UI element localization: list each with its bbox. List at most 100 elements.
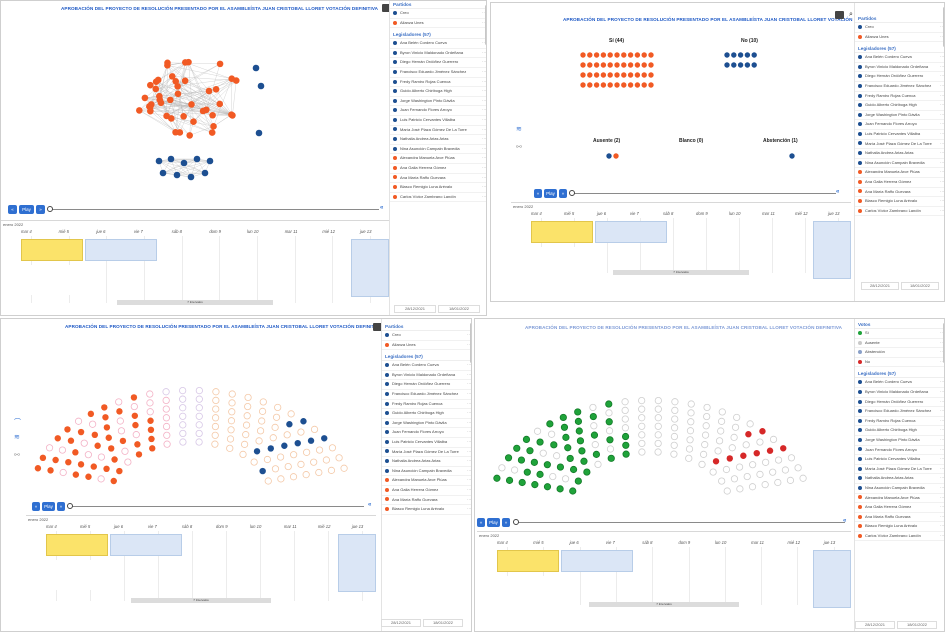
- timeline-event[interactable]: [513, 247, 593, 277]
- hemicycle-seat[interactable]: [179, 404, 187, 412]
- hemicycle-seat[interactable]: [654, 431, 662, 439]
- sidebar-list-item[interactable]: Ana Galia Herrera Gómez ⋯: [390, 164, 486, 174]
- more-icon[interactable]: ⋯: [940, 73, 944, 79]
- download-icon[interactable]: [382, 4, 391, 12]
- hemicycle-seat[interactable]: [717, 417, 726, 425]
- more-icon[interactable]: ⋯: [940, 379, 944, 385]
- sidebar-list-item[interactable]: Guido Alberto Chiriboga High ⋯: [855, 101, 944, 111]
- hemicycle-seat[interactable]: [728, 444, 736, 452]
- sidebar-list-item[interactable]: Blasco Remigio Luna Arévalo ⋯: [855, 197, 944, 207]
- hemicycle-seat[interactable]: [179, 438, 187, 446]
- hemicycle-seat[interactable]: [575, 427, 583, 435]
- range-end[interactable]: 18/01/2022: [901, 282, 939, 290]
- hemicycle-seat[interactable]: [277, 475, 285, 483]
- hemicycle-seat[interactable]: [742, 441, 750, 449]
- hemicycle-seat[interactable]: [259, 467, 266, 475]
- hemicycle-seat[interactable]: [228, 408, 236, 416]
- more-icon[interactable]: ⋯: [467, 458, 471, 464]
- timeline-event-selected[interactable]: [497, 550, 559, 572]
- hemicycle-seat[interactable]: [574, 477, 582, 485]
- hemicycle-seat[interactable]: [340, 464, 348, 472]
- vote-si-node[interactable]: [621, 72, 627, 78]
- more-icon[interactable]: ⋯: [482, 40, 486, 46]
- vote-si-node[interactable]: [600, 72, 607, 78]
- hemicycle-seat[interactable]: [701, 441, 709, 449]
- hemicycle-seat[interactable]: [135, 451, 143, 458]
- hemicycle-seat[interactable]: [687, 409, 695, 417]
- hemicycle-seat[interactable]: [239, 450, 247, 458]
- hemicycle-seat[interactable]: [621, 406, 629, 415]
- sidebar-list-item[interactable]: Abstención ⋯: [855, 348, 944, 358]
- hemicycle-seat[interactable]: [117, 427, 126, 435]
- sidebar-list-item[interactable]: Guido Alberto Chiriboga High ⋯: [390, 87, 486, 97]
- vote-si-node[interactable]: [648, 62, 654, 68]
- hemicycle-seat[interactable]: [250, 458, 258, 466]
- hemicycle-seat[interactable]: [730, 475, 739, 483]
- hemicycle-seat[interactable]: [101, 404, 108, 411]
- more-icon[interactable]: ⋯: [467, 390, 471, 396]
- sidebar-list-item[interactable]: Blasco Remigio Luna Arévalo ⋯: [390, 183, 486, 193]
- more-icon[interactable]: ⋯: [467, 477, 471, 483]
- range-start[interactable]: 28/12/2021: [855, 621, 895, 629]
- hemicycle-seat[interactable]: [654, 439, 662, 448]
- group-tool-icon[interactable]: ⚯: [14, 452, 20, 459]
- hemicycle-seat[interactable]: [605, 400, 613, 408]
- hemicycle-seat[interactable]: [546, 420, 554, 428]
- hemicycle-seat[interactable]: [774, 478, 782, 487]
- legislator-node[interactable]: [141, 94, 149, 102]
- hemicycle-seat[interactable]: [621, 398, 629, 406]
- more-icon[interactable]: ⋯: [467, 429, 471, 435]
- sidebar-list-item[interactable]: Blasco Remigio Luna Arévalo ⋯: [855, 522, 944, 532]
- hemicycle-seat[interactable]: [562, 433, 570, 441]
- hemicycle-seat[interactable]: [685, 445, 694, 453]
- more-icon[interactable]: ⋯: [482, 126, 486, 132]
- hemicycle-seat[interactable]: [243, 412, 251, 420]
- sidebar-list-item[interactable]: Carlos Víctor Zambrano Landín ⋯: [855, 532, 944, 542]
- legislator-node[interactable]: [205, 87, 213, 95]
- legislator-node[interactable]: [154, 76, 162, 84]
- sidebar-list-item[interactable]: Jorge Washington Pinto Dávila ⋯: [390, 97, 486, 107]
- sidebar-list-item[interactable]: Diego Hernán Ordóñez Guerrero ⋯: [390, 58, 486, 68]
- next-button[interactable]: »: [502, 518, 510, 527]
- hemicycle-seat[interactable]: [638, 414, 646, 422]
- hemicycle-seat[interactable]: [513, 444, 521, 452]
- range-end[interactable]: 18/01/2022: [438, 305, 480, 313]
- legislator-node[interactable]: [216, 100, 224, 108]
- hemicycle-seat[interactable]: [130, 402, 138, 411]
- hemicycle-seat[interactable]: [228, 390, 236, 398]
- more-icon[interactable]: ⋯: [482, 10, 486, 15]
- timeline-navigator[interactable]: 7 Intervalos: [117, 300, 273, 305]
- more-icon[interactable]: ⋯: [467, 419, 471, 425]
- hemicycle-seat[interactable]: [686, 427, 695, 435]
- next-button[interactable]: »: [57, 502, 65, 511]
- hemicycle-seat[interactable]: [530, 458, 538, 466]
- vote-groups-chart[interactable]: [491, 3, 851, 188]
- hemicycle-seat[interactable]: [132, 421, 139, 429]
- timeline-event[interactable]: [561, 550, 633, 572]
- hemicycle-seat[interactable]: [518, 478, 526, 487]
- hemicycle-seat[interactable]: [715, 437, 724, 445]
- hemicycle-seat[interactable]: [799, 474, 807, 482]
- expand-icon[interactable]: «: [843, 518, 847, 524]
- vote-no-node[interactable]: [744, 62, 751, 68]
- hemicycle-seat[interactable]: [195, 386, 203, 395]
- hemicycle-seat[interactable]: [302, 471, 310, 479]
- time-slider[interactable]: [49, 209, 379, 210]
- hemicycle-seat[interactable]: [726, 455, 733, 462]
- hemicycle-seat[interactable]: [179, 429, 187, 438]
- hemicycle-seat[interactable]: [271, 465, 280, 473]
- more-icon[interactable]: ⋯: [467, 410, 471, 416]
- timeline-event[interactable]: [351, 239, 389, 297]
- timeline-event[interactable]: [3, 265, 83, 295]
- hemicycle-seat[interactable]: [578, 447, 586, 455]
- sidebar-list-item[interactable]: Nathalia Andrea Arias Arias ⋯: [390, 135, 486, 145]
- hemicycle-seat[interactable]: [556, 463, 565, 471]
- legislator-node[interactable]: [190, 118, 197, 126]
- range-start[interactable]: 28/12/2021: [394, 305, 436, 313]
- vote-no-node[interactable]: [724, 62, 730, 68]
- vote-no-node[interactable]: [744, 52, 751, 58]
- hemicycle-seat[interactable]: [146, 390, 154, 398]
- hemicycle-seat[interactable]: [687, 400, 695, 408]
- legislator-node[interactable]: [186, 132, 193, 139]
- more-icon[interactable]: ⋯: [482, 184, 486, 190]
